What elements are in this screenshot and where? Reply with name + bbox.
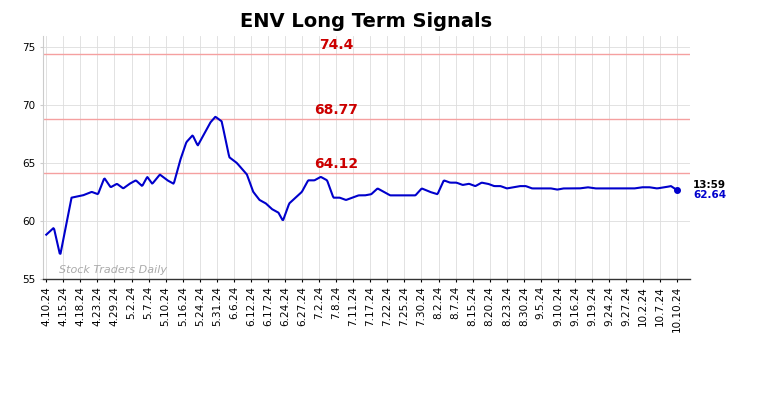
Title: ENV Long Term Signals: ENV Long Term Signals [241,12,492,31]
Text: 74.4: 74.4 [319,38,354,52]
Text: 68.77: 68.77 [314,103,358,117]
Text: 13:59: 13:59 [693,180,726,190]
Text: Stock Traders Daily: Stock Traders Daily [59,265,167,275]
Text: 62.64: 62.64 [693,190,726,200]
Text: 64.12: 64.12 [314,157,358,171]
